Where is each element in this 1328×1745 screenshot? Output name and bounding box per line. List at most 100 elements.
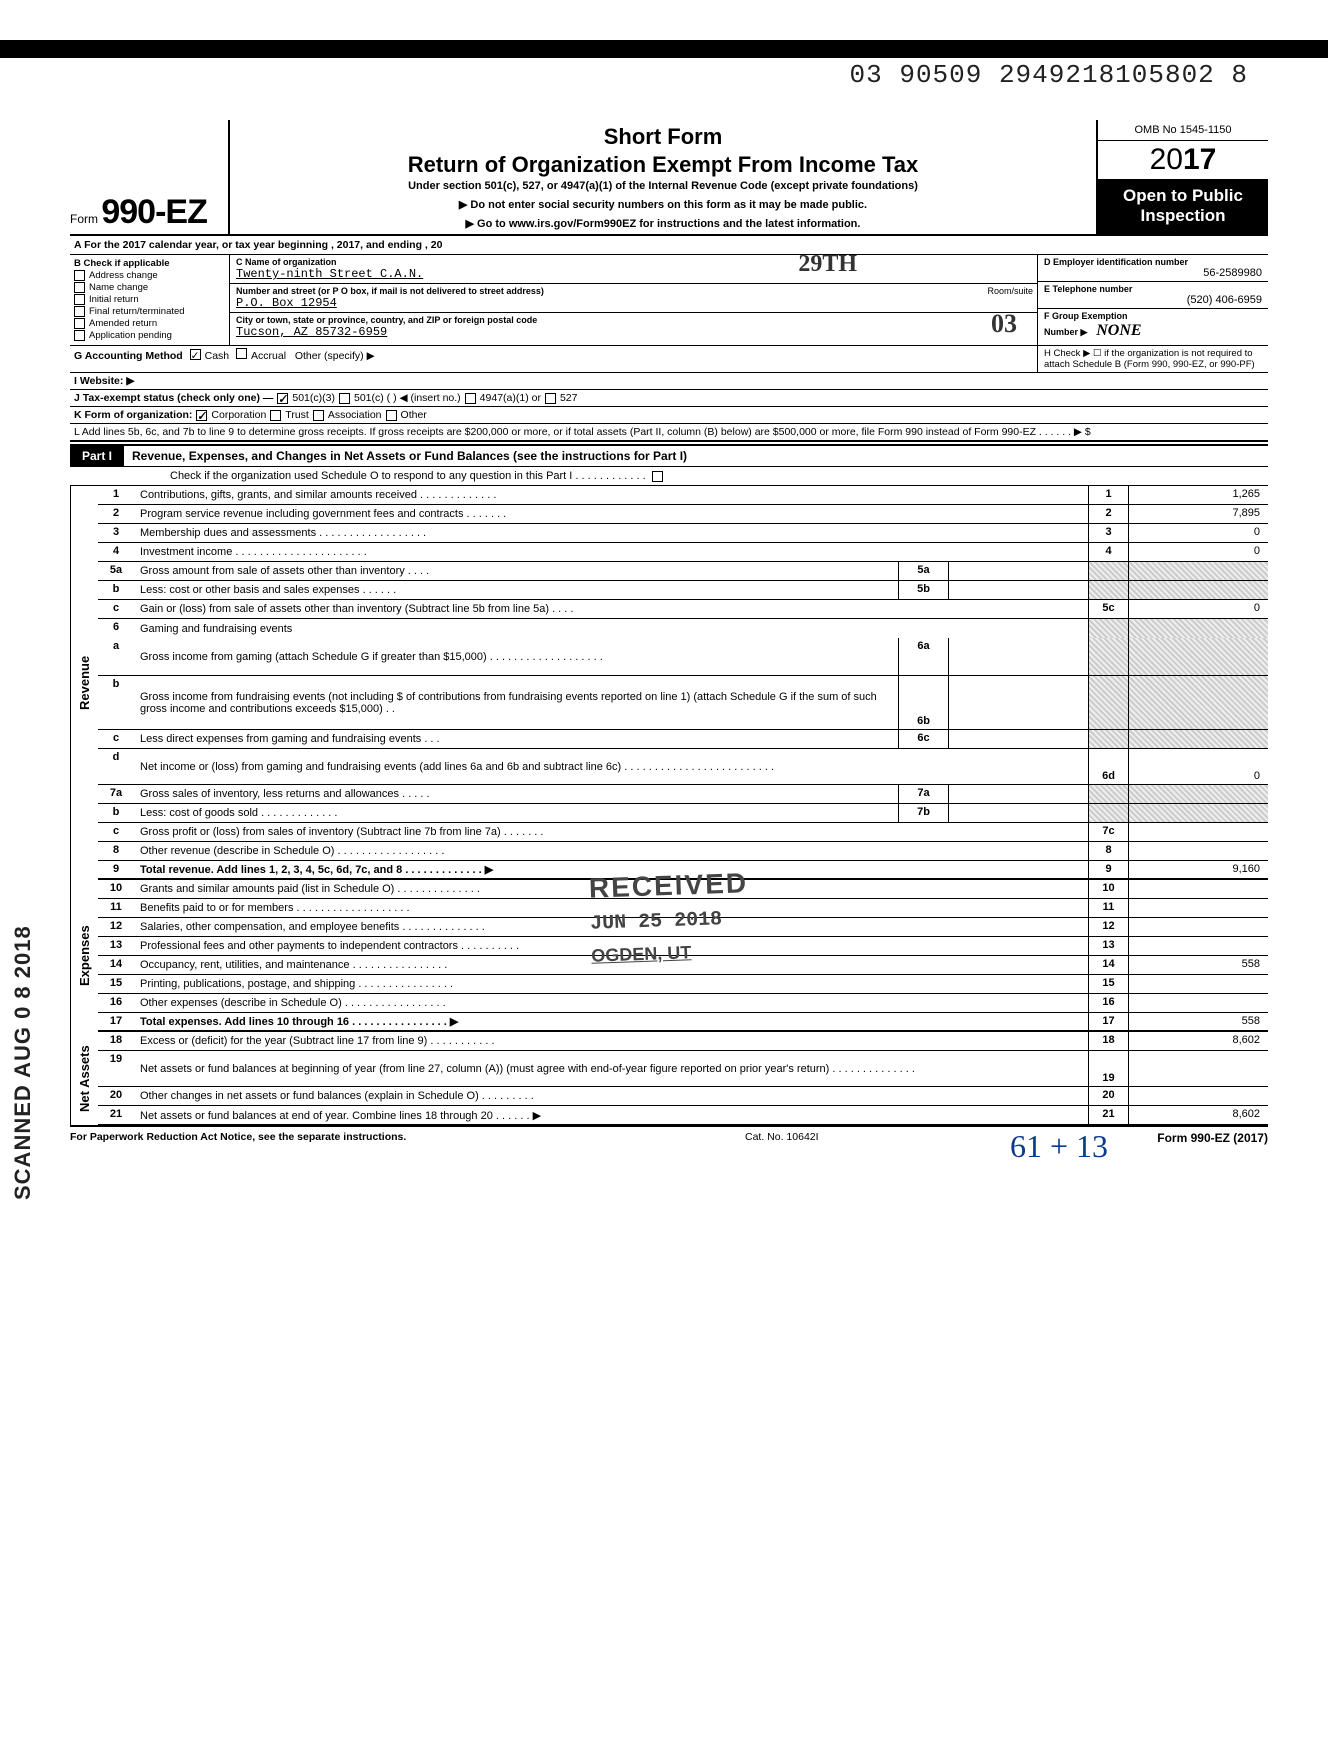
- ln18-desc: Excess or (deficit) for the year (Subtra…: [134, 1032, 1088, 1050]
- revenue-block: Revenue 1Contributions, gifts, grants, a…: [70, 486, 1268, 880]
- ln4-v: 0: [1128, 543, 1268, 561]
- ln14-desc: Occupancy, rent, utilities, and maintena…: [134, 956, 1088, 974]
- ln8-desc: Other revenue (describe in Schedule O) .…: [134, 842, 1088, 860]
- ln6c-no: c: [98, 730, 134, 748]
- ln7b-subv: [948, 804, 1088, 822]
- stamp-top-number: 03 90509 2949218105802 8: [70, 60, 1268, 90]
- chk-501c[interactable]: [339, 393, 350, 404]
- expenses-block: Expenses 10Grants and similar amounts pa…: [70, 880, 1268, 1032]
- i-label: I Website: ▶: [74, 375, 134, 387]
- footer-right: Form 990-EZ (2017): [1157, 1131, 1268, 1145]
- chk-final[interactable]: Final return/terminated: [74, 306, 225, 317]
- ln13-v: [1128, 937, 1268, 955]
- ln15-no: 15: [98, 975, 134, 993]
- ln10-v: [1128, 880, 1268, 898]
- ln14-r: 14: [1088, 956, 1128, 974]
- ln13-no: 13: [98, 937, 134, 955]
- chk-name[interactable]: Name change: [74, 282, 225, 293]
- ln7c-r: 7c: [1088, 823, 1128, 841]
- ln18-r: 18: [1088, 1032, 1128, 1050]
- note-ssn: ▶ Do not enter social security numbers o…: [238, 198, 1088, 211]
- b-item-2: Initial return: [89, 294, 139, 305]
- ln6b-sub: 6b: [898, 676, 948, 729]
- b-header: B Check if applicable: [74, 258, 225, 269]
- omb-number: OMB No 1545-1150: [1098, 120, 1268, 141]
- ln5a-vg: [1128, 562, 1268, 580]
- b-item-0: Address change: [89, 270, 158, 281]
- k-other: Other: [401, 409, 427, 421]
- ln12-no: 12: [98, 918, 134, 936]
- ln6b-subv: [948, 676, 1088, 729]
- ln5a-sub: 5a: [898, 562, 948, 580]
- ln17-r: 17: [1088, 1013, 1128, 1030]
- ln11-r: 11: [1088, 899, 1128, 917]
- b-item-1: Name change: [89, 282, 148, 293]
- ln9-desc: Total revenue. Add lines 1, 2, 3, 4, 5c,…: [134, 861, 1088, 878]
- b-item-5: Application pending: [89, 330, 172, 341]
- j-527: 527: [560, 392, 578, 404]
- ln12-v: [1128, 918, 1268, 936]
- netassets-block: Net Assets 18Excess or (deficit) for the…: [70, 1032, 1268, 1125]
- ln12-r: 12: [1088, 918, 1128, 936]
- chk-4947[interactable]: [465, 393, 476, 404]
- row-l: L Add lines 5b, 6c, and 7b to line 9 to …: [70, 424, 1268, 442]
- ln5b-subv: [948, 581, 1088, 599]
- room-lbl: Room/suite: [987, 286, 1033, 296]
- ln21-no: 21: [98, 1106, 134, 1124]
- chk-amended[interactable]: Amended return: [74, 318, 225, 329]
- ln4-desc: Investment income . . . . . . . . . . . …: [134, 543, 1088, 561]
- po-box: P.O. Box 12954: [236, 296, 1031, 310]
- chk-pending[interactable]: Application pending: [74, 330, 225, 341]
- ln5c-v: 0: [1128, 600, 1268, 618]
- ln5a-subv: [948, 562, 1088, 580]
- ln3-v: 0: [1128, 524, 1268, 542]
- g-label: G Accounting Method: [74, 350, 183, 362]
- ln5a-no: 5a: [98, 562, 134, 580]
- ln7a-rg: [1088, 785, 1128, 803]
- top-black-bar: [0, 40, 1328, 58]
- ln6a-vg: [1128, 638, 1268, 675]
- k-trust: Trust: [285, 409, 309, 421]
- title-main: Return of Organization Exempt From Incom…: [238, 150, 1088, 180]
- ln6a-rg: [1088, 638, 1128, 675]
- part1-checkbox[interactable]: [652, 471, 663, 482]
- ln7a-subv: [948, 785, 1088, 803]
- ln16-r: 16: [1088, 994, 1128, 1012]
- ln6d-r: 6d: [1088, 749, 1128, 784]
- chk-corp[interactable]: ✓: [196, 410, 207, 421]
- ln7b-vg: [1128, 804, 1268, 822]
- ln6-no: 6: [98, 619, 134, 638]
- ln19-v: [1128, 1051, 1268, 1086]
- ln21-v: 8,602: [1128, 1106, 1268, 1124]
- ln17-desc: Total expenses. Add lines 10 through 16 …: [134, 1013, 1088, 1030]
- chk-assoc[interactable]: [313, 410, 324, 421]
- chk-accrual[interactable]: [236, 348, 247, 359]
- ln8-v: [1128, 842, 1268, 860]
- chk-address[interactable]: Address change: [74, 270, 225, 281]
- ln7b-rg: [1088, 804, 1128, 822]
- ln5b-sub: 5b: [898, 581, 948, 599]
- ln13-desc: Professional fees and other payments to …: [134, 937, 1088, 955]
- row-k: K Form of organization: ✓Corporation Tru…: [70, 407, 1268, 424]
- ln7c-desc: Gross profit or (loss) from sales of inv…: [134, 823, 1088, 841]
- ln7a-vg: [1128, 785, 1268, 803]
- c-city-lbl: City or town, state or province, country…: [236, 315, 1031, 325]
- ln6c-desc: Less direct expenses from gaming and fun…: [134, 730, 898, 748]
- ln7b-no: b: [98, 804, 134, 822]
- ln10-no: 10: [98, 880, 134, 898]
- part1-check-text: Check if the organization used Schedule …: [170, 470, 646, 482]
- k-corp: Corporation: [211, 409, 266, 421]
- j-501c3: 501(c)(3): [292, 392, 335, 404]
- note-goto: ▶ Go to www.irs.gov/Form990EZ for instru…: [238, 217, 1088, 230]
- ln5b-no: b: [98, 581, 134, 599]
- chk-other[interactable]: [386, 410, 397, 421]
- chk-cash[interactable]: ✓: [190, 349, 201, 360]
- box-b: B Check if applicable Address change Nam…: [70, 255, 230, 345]
- chk-501c3[interactable]: ✓: [277, 393, 288, 404]
- chk-527[interactable]: [545, 393, 556, 404]
- form-number-cell: Form 990-EZ: [70, 120, 230, 234]
- chk-trust[interactable]: [270, 410, 281, 421]
- ln4-no: 4: [98, 543, 134, 561]
- chk-initial[interactable]: Initial return: [74, 294, 225, 305]
- ln9-no: 9: [98, 861, 134, 878]
